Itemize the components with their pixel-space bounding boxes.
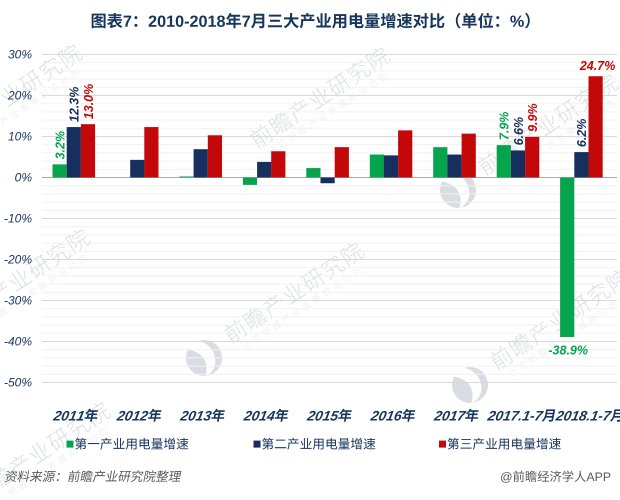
svg-text:-40%: -40% xyxy=(4,335,32,349)
svg-text:9.9%: 9.9% xyxy=(526,103,540,132)
svg-text:6.2%: 6.2% xyxy=(575,119,589,148)
svg-text:0%: 0% xyxy=(15,171,33,185)
svg-text:13.0%: 13.0% xyxy=(82,84,96,119)
svg-text:-10%: -10% xyxy=(4,212,32,226)
svg-text:20%: 20% xyxy=(7,89,32,103)
svg-text:12.3%: 12.3% xyxy=(68,87,82,122)
svg-text:3.2%: 3.2% xyxy=(53,131,67,160)
svg-text:-50%: -50% xyxy=(4,376,32,390)
svg-text:-30%: -30% xyxy=(4,294,32,308)
svg-text:-38.9%: -38.9% xyxy=(548,344,588,358)
svg-text:24.7%: 24.7% xyxy=(579,59,615,73)
svg-text:10%: 10% xyxy=(8,130,32,144)
svg-text:6.6%: 6.6% xyxy=(512,117,526,146)
svg-text:30%: 30% xyxy=(8,48,32,62)
svg-text:7.9%: 7.9% xyxy=(498,112,512,141)
svg-text:-20%: -20% xyxy=(4,253,32,267)
